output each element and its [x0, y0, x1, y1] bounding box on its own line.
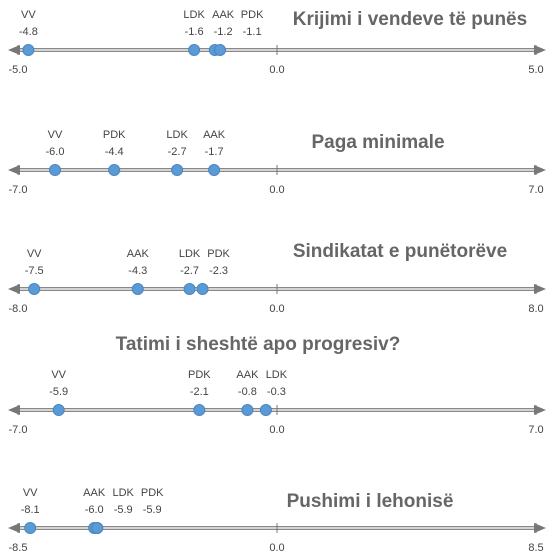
x-tick-label: 0.0	[269, 542, 284, 551]
point-name: PDK	[188, 369, 211, 381]
point-name: VV	[23, 487, 38, 499]
value-label: -1.1	[243, 26, 262, 38]
chart-title: Paga minimale	[311, 132, 444, 153]
value-label: -7.5	[25, 265, 44, 277]
x-tick-label: 0.0	[269, 303, 284, 315]
value-label: -4.3	[128, 265, 147, 277]
value-label: -4.4	[105, 146, 124, 158]
axis-arrow	[8, 45, 20, 55]
chart-title: Krijimi i vendeve të punës	[293, 9, 527, 30]
axis-arrow	[534, 165, 546, 175]
point-name: AAK	[83, 487, 106, 499]
point-name: PDK	[207, 248, 230, 260]
x-tick-label: 5.0	[528, 64, 543, 76]
axis-arrow	[8, 405, 20, 415]
point	[171, 164, 184, 176]
value-label: -2.3	[209, 265, 228, 277]
point-name: PDK	[103, 129, 126, 141]
x-tick-label: -7.0	[9, 184, 28, 196]
value-label: -4.8	[19, 26, 38, 38]
point-name: PDK	[141, 487, 164, 499]
value-label: -5.9	[49, 386, 68, 398]
axis-arrow	[8, 523, 20, 533]
axis-arrow	[534, 45, 546, 55]
value-label: -2.1	[190, 386, 209, 398]
value-label: -1.2	[214, 26, 233, 38]
point-name: AAK	[236, 369, 259, 381]
point-name: LDK	[166, 129, 188, 141]
point	[108, 164, 121, 176]
x-tick-label: 0.0	[269, 64, 284, 76]
axis-arrow	[534, 523, 546, 533]
point	[24, 522, 37, 534]
point-name: PDK	[241, 9, 264, 21]
value-label: -6.0	[46, 146, 65, 158]
point	[188, 44, 201, 56]
point-name: VV	[48, 129, 63, 141]
x-tick-label: -7.0	[9, 424, 28, 436]
x-tick-label: 7.0	[528, 424, 543, 436]
axis-arrow	[534, 405, 546, 415]
point	[52, 404, 65, 416]
point	[22, 44, 35, 56]
point-name: LDK	[266, 369, 288, 381]
value-label: -1.7	[205, 146, 224, 158]
point-name: AAK	[127, 248, 150, 260]
axis-arrow	[8, 165, 20, 175]
axis-arrow	[8, 284, 20, 294]
x-tick-label: 0.0	[269, 184, 284, 196]
point	[241, 404, 254, 416]
point	[49, 164, 61, 176]
point-name: AAK	[203, 129, 226, 141]
chart-title: Pushimi i lehonisë	[287, 491, 454, 512]
x-tick-label: 8.5	[528, 542, 543, 551]
point	[193, 404, 206, 416]
x-tick-label: -8.5	[9, 542, 28, 551]
value-label: -0.8	[238, 386, 257, 398]
chart-title: Tatimi i sheshtë apo progresiv?	[116, 334, 401, 355]
x-tick-label: 7.0	[528, 184, 543, 196]
x-tick-label: 8.0	[528, 303, 543, 315]
value-label: -6.0	[85, 504, 104, 516]
point	[208, 164, 221, 176]
point	[28, 283, 41, 295]
point-name: LDK	[179, 248, 201, 260]
point-name: VV	[51, 369, 66, 381]
value-label: -8.1	[21, 504, 40, 516]
point-name: LDK	[112, 487, 134, 499]
point-name: VV	[21, 9, 36, 21]
value-label: -2.7	[180, 265, 199, 277]
x-tick-label: -8.0	[9, 303, 28, 315]
point-name: AAK	[212, 9, 235, 21]
chart-title: Sindikatat e punëtorëve	[293, 241, 507, 262]
value-label: -0.3	[267, 386, 286, 398]
point	[196, 283, 209, 295]
value-label: -1.6	[185, 26, 204, 38]
value-label: -5.9	[114, 504, 133, 516]
point-name: LDK	[183, 9, 205, 21]
point	[131, 283, 144, 295]
axis-arrow	[534, 284, 546, 294]
x-tick-label: 0.0	[269, 424, 284, 436]
point	[214, 44, 227, 56]
x-tick-label: -5.0	[9, 64, 28, 76]
value-label: -5.9	[143, 504, 162, 516]
point	[91, 522, 104, 534]
point-name: VV	[27, 248, 42, 260]
point	[259, 404, 272, 416]
point	[183, 283, 196, 295]
value-label: -2.7	[168, 146, 187, 158]
